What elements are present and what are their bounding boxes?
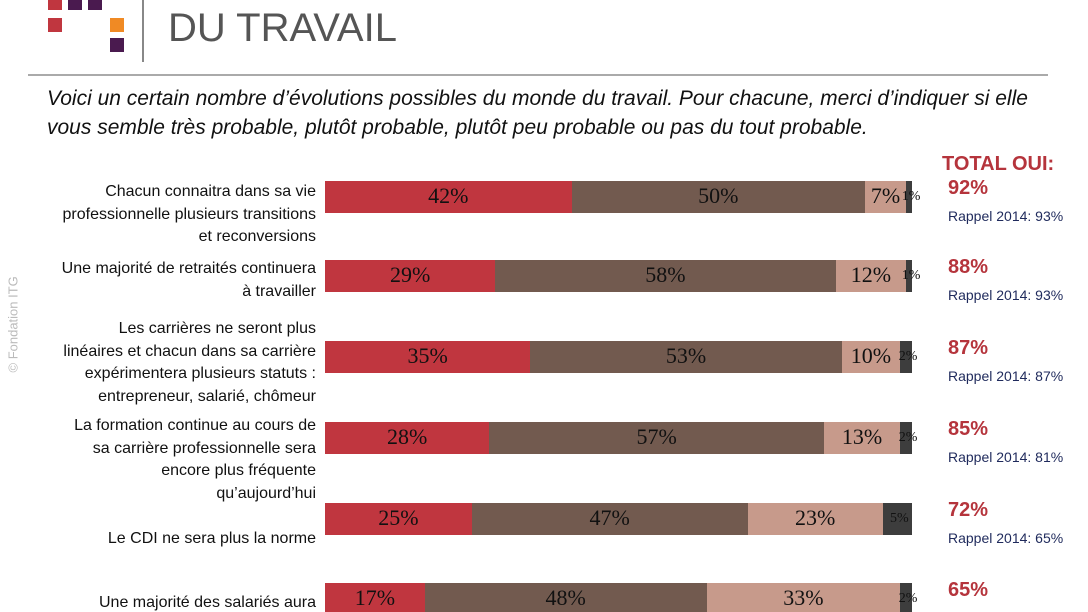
total-label: 85% <box>948 418 989 440</box>
bar-segment <box>906 181 912 213</box>
watermark: © Fondation ITG <box>5 276 21 373</box>
value-label: 35% <box>407 343 448 368</box>
bar-segment <box>325 341 531 373</box>
value-label: 12% <box>850 262 892 287</box>
value-label: 10% <box>850 343 892 368</box>
divider <box>142 0 144 62</box>
bar-segment <box>325 503 472 535</box>
value-label: 17% <box>354 585 396 610</box>
bar-segment <box>900 341 912 373</box>
logo-square <box>68 0 82 10</box>
totals-title: TOTAL OUI: <box>942 153 1055 175</box>
question: Voici un certain nombre d’évolutions pos… <box>47 87 1028 139</box>
category-label: Une majorité de retraités continuera à t… <box>61 260 316 300</box>
bar-segment <box>747 503 883 535</box>
value-label: 2% <box>898 349 918 364</box>
recall-label: Rappel 2014: 93% <box>948 208 1064 224</box>
bar-segment <box>835 260 907 292</box>
value-label: 1% <box>901 268 921 283</box>
value-label: 5% <box>889 511 909 526</box>
value-label: 13% <box>841 424 883 449</box>
total-label: 72% <box>948 499 989 521</box>
bar-segment <box>489 422 824 454</box>
value-label: 23% <box>794 505 836 530</box>
value-label: 50% <box>698 183 739 208</box>
bar-segment <box>325 181 572 213</box>
bar-segment <box>865 181 907 213</box>
value-label: 42% <box>428 183 469 208</box>
category-label: La formation continue au cours de sa car… <box>74 417 316 502</box>
logo-square <box>110 38 124 52</box>
total-label: 92% <box>948 177 989 199</box>
bar-segment <box>325 260 496 292</box>
bar-segment <box>325 583 425 612</box>
value-label: 1% <box>901 189 921 204</box>
category-label: Une majorité des salariés aura <box>99 594 316 611</box>
value-label: 2% <box>898 591 918 606</box>
total-label: 88% <box>948 256 989 278</box>
bar-segment <box>471 503 748 535</box>
value-label: 29% <box>389 262 431 287</box>
value-label: 28% <box>387 424 428 449</box>
bar-segment <box>706 583 901 612</box>
bar-segment <box>571 181 866 213</box>
bar-segment <box>900 583 912 612</box>
value-label: 48% <box>545 585 586 610</box>
logo-square <box>48 18 62 32</box>
value-label: 7% <box>870 183 901 208</box>
recall-label: Rappel 2014: 87% <box>948 368 1064 384</box>
recall-label: Rappel 2014: 65% <box>948 530 1064 546</box>
rule <box>28 74 1048 76</box>
value-label: 53% <box>665 343 707 368</box>
category-label: Chacun connaitra dans sa vie professionn… <box>62 183 316 245</box>
value-label: 2% <box>898 430 918 445</box>
bar-segment <box>424 583 707 612</box>
bar-segment <box>823 422 901 454</box>
category-label: Les carrières ne seront plus linéaires e… <box>63 320 316 405</box>
logo-square <box>110 18 124 32</box>
bar-segment <box>495 260 836 292</box>
value-label: 25% <box>378 505 419 530</box>
value-label: 47% <box>589 505 630 530</box>
value-label: 57% <box>636 424 677 449</box>
recall-label: Rappel 2014: 81% <box>948 449 1064 465</box>
bar-segment <box>325 422 490 454</box>
total-label: 65% <box>948 579 989 601</box>
category-label: Le CDI ne sera plus la norme <box>107 530 316 547</box>
value-label: 33% <box>783 585 824 610</box>
title: DU TRAVAIL <box>168 6 397 50</box>
logo-square <box>88 0 102 10</box>
recall-label: Rappel 2014: 93% <box>948 287 1064 303</box>
total-label: 87% <box>948 337 989 359</box>
bar-segment <box>841 341 901 373</box>
logo-square <box>48 0 62 10</box>
bar-segment <box>530 341 842 373</box>
value-label: 58% <box>645 262 686 287</box>
bar-segment <box>906 260 912 292</box>
bar-segment <box>900 422 912 454</box>
bar-segment <box>882 503 912 535</box>
